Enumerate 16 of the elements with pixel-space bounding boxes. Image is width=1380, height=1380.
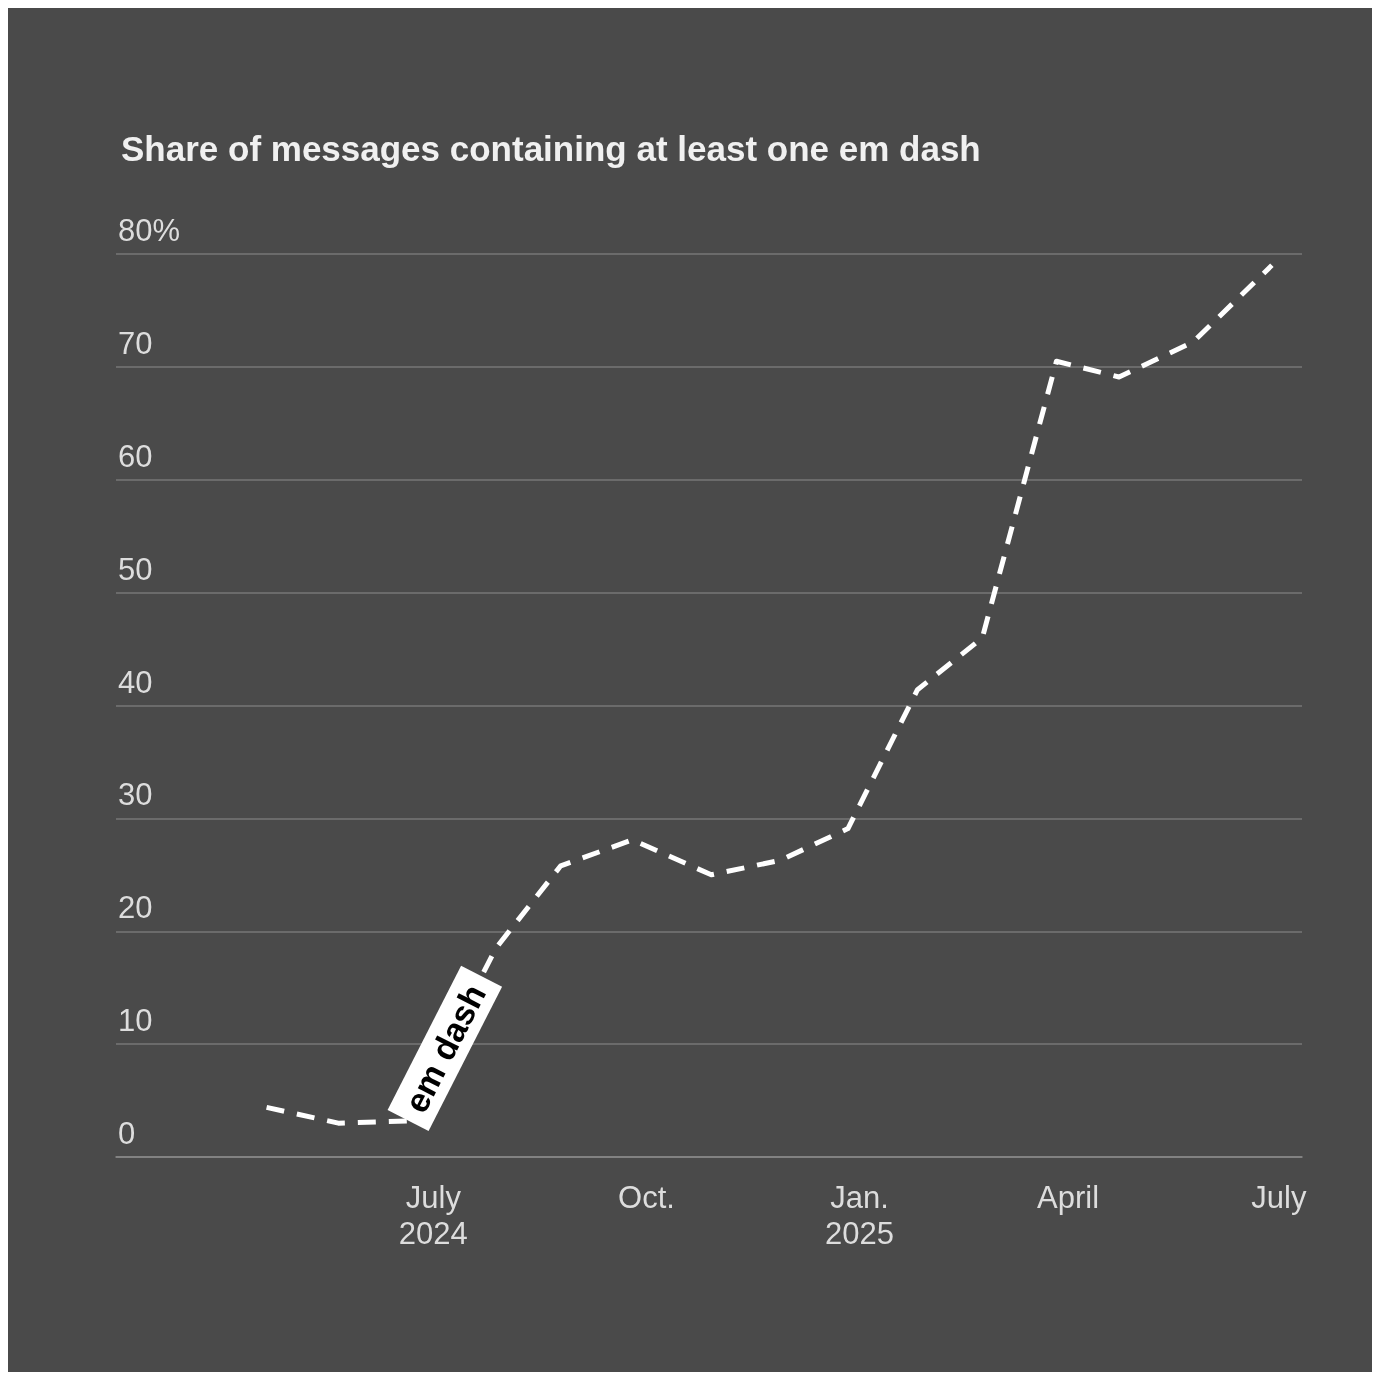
- y-tick-label: 30: [118, 777, 153, 813]
- x-tick-label: July 2024: [398, 1179, 468, 1251]
- y-tick-label: 60: [118, 438, 153, 474]
- x-tick-label: Oct.: [618, 1179, 675, 1215]
- y-tick-label: 70: [118, 325, 153, 361]
- text: em dash: [396, 978, 494, 1119]
- y-tick-label: 40: [118, 664, 153, 700]
- y-tick-label: 10: [118, 1003, 153, 1039]
- y-tick-label: 0: [118, 1116, 136, 1151]
- y-tick-label: 20: [118, 890, 153, 926]
- x-tick-label: Jan. 2025: [825, 1179, 895, 1251]
- x-tick-label: April: [1037, 1179, 1100, 1215]
- x-tick-label: July: [1251, 1179, 1307, 1215]
- y-tick-label: 50: [118, 551, 153, 587]
- chart-title: Share of messages containing at least one em dash: [121, 129, 981, 168]
- y-tick-label: 80%: [118, 213, 181, 248]
